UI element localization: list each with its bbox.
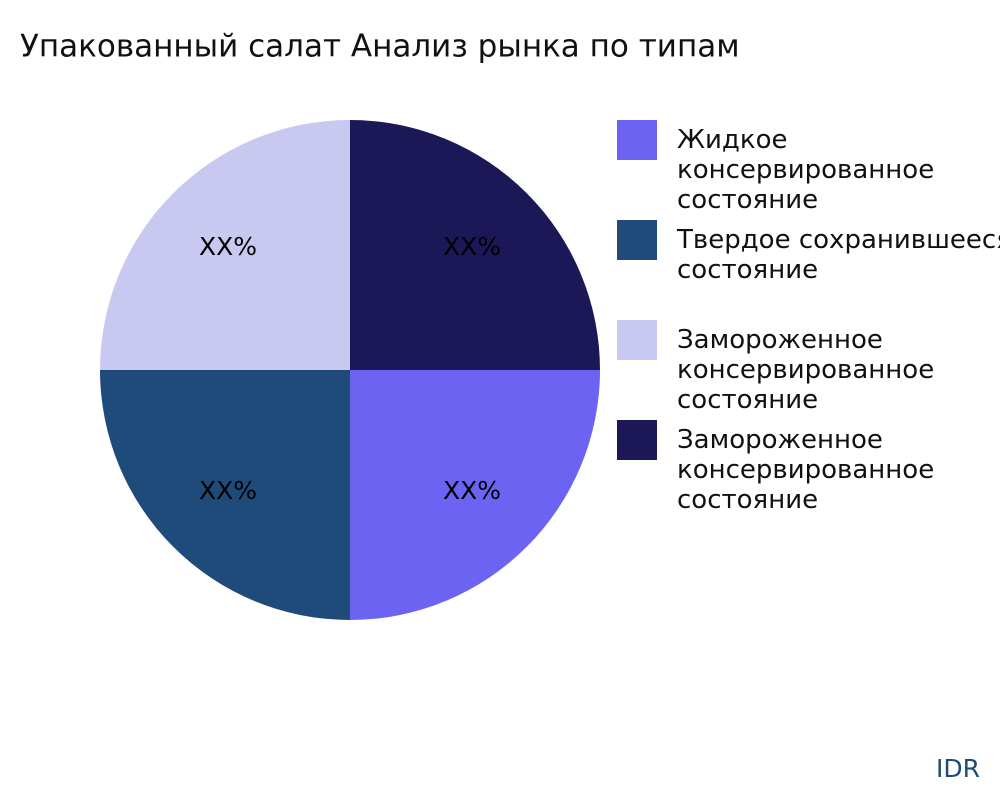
slice-label: XX%: [443, 232, 501, 261]
legend-swatch: [617, 320, 657, 360]
legend-swatch: [617, 420, 657, 460]
brand: IDR: [936, 754, 980, 783]
legend-label: Замороженное консервированное состояние: [677, 325, 935, 415]
pie-slice: [100, 120, 350, 370]
legend-label: Жидкое консервированное состояние: [677, 125, 935, 215]
slice-label: XX%: [199, 476, 257, 505]
legend-label: Замороженное консервированное состояние: [677, 425, 935, 515]
pie-slice: [100, 370, 350, 620]
legend-label: Твердое сохранившееся состояние: [677, 225, 1000, 285]
pie-slice: [350, 120, 600, 370]
chart-title: Упакованный салат Анализ рынка по типам: [20, 29, 740, 65]
pie-slice: [350, 370, 600, 620]
legend-swatch: [617, 120, 657, 160]
legend-swatch: [617, 220, 657, 260]
slice-label: XX%: [199, 232, 257, 261]
slice-label: XX%: [443, 476, 501, 505]
